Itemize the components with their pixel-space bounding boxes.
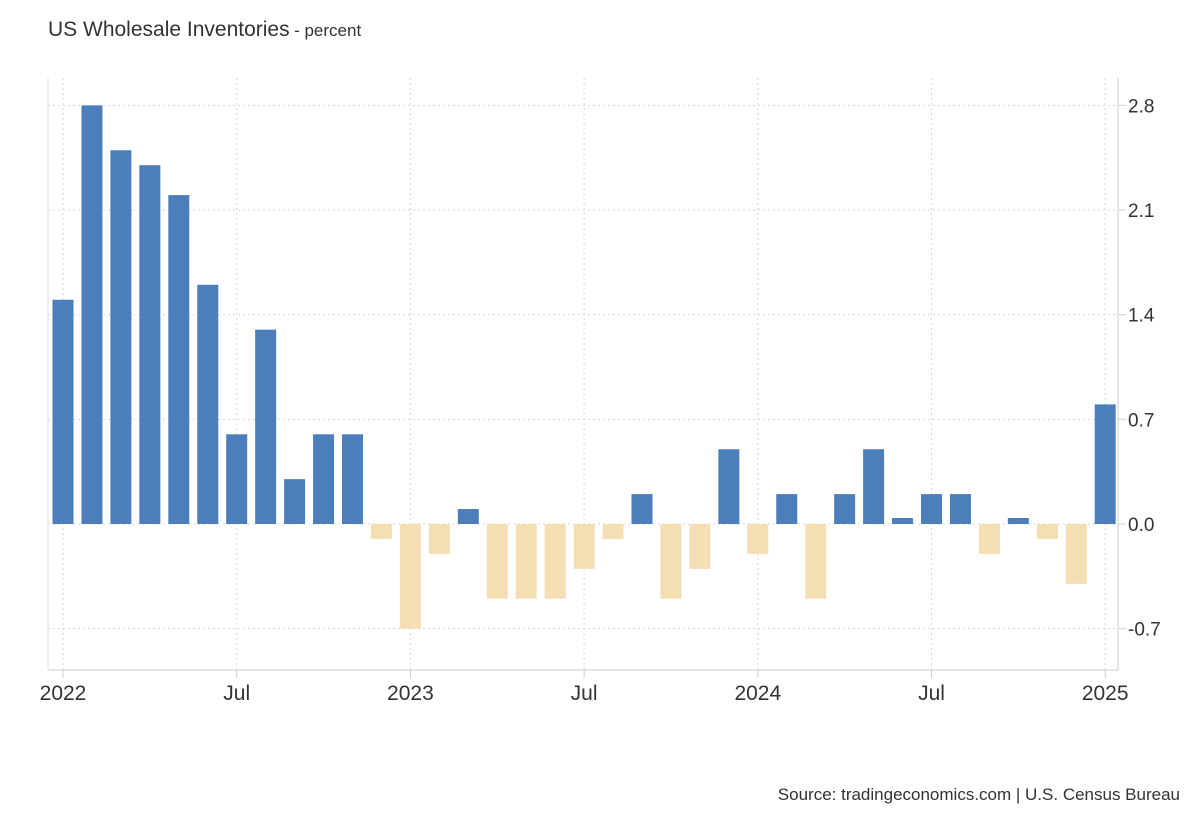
bar: [370, 524, 392, 539]
x-tick-label: Jul: [918, 682, 945, 705]
tick-labels: 2.8 2.1 1.4 0.7 0.0 -0.7 2022 Jul 2023 Jul 2024 Jul…: [40, 96, 1161, 705]
bar: [428, 524, 450, 554]
bar: [949, 494, 971, 524]
y-tick-label: -0.7: [1128, 620, 1161, 641]
x-tick-label: 2023: [387, 682, 434, 705]
bar: [313, 434, 335, 524]
source-note: Source: tradingeconomics.com | U.S. Cens…: [777, 785, 1180, 804]
bar: [602, 524, 624, 539]
chart-subtitle: - percent: [294, 21, 362, 40]
bar: [1036, 524, 1058, 539]
bar: [573, 524, 595, 569]
bar: [834, 494, 856, 524]
y-tick-label: 2.8: [1128, 96, 1154, 117]
bar: [197, 284, 219, 524]
bar: [457, 509, 479, 524]
axes: [47, 78, 1126, 678]
bar: [747, 524, 769, 554]
bar: [1065, 524, 1087, 584]
bar: [399, 524, 421, 629]
bar: [284, 479, 306, 524]
x-tick-label: Jul: [571, 682, 598, 705]
bar: [52, 299, 74, 524]
y-tick-label: 0.7: [1128, 410, 1154, 431]
bar: [892, 518, 914, 524]
chart-title: US Wholesale Inventories: [48, 18, 290, 41]
bar: [342, 434, 363, 524]
bar: [486, 524, 508, 599]
bar: [921, 494, 942, 524]
x-tick-label: 2025: [1082, 682, 1129, 705]
x-tick-label: Jul: [223, 682, 250, 705]
bar: [255, 329, 277, 524]
bar: [631, 494, 653, 524]
bar: [718, 449, 740, 524]
bar: [168, 195, 190, 524]
y-tick-label: 0.0: [1128, 515, 1154, 536]
bar: [544, 524, 566, 599]
chart-title-block: US Wholesale Inventories - percent: [48, 18, 361, 42]
bar: [776, 494, 798, 524]
bars: [52, 105, 1116, 629]
bar: [660, 524, 682, 599]
bar: [1094, 404, 1116, 524]
bar: [689, 524, 711, 569]
bar: [863, 449, 885, 524]
bar: [110, 150, 132, 524]
bar: [515, 524, 537, 599]
bar: [81, 105, 103, 525]
bar: [226, 434, 248, 524]
bar: [978, 524, 1000, 554]
x-tick-label: 2022: [40, 682, 87, 705]
bar: [139, 165, 161, 524]
x-tick-label: 2024: [734, 682, 781, 705]
bar: [1007, 518, 1029, 524]
bar: [805, 524, 827, 599]
y-tick-label: 1.4: [1128, 306, 1155, 327]
y-tick-label: 2.1: [1128, 201, 1154, 222]
